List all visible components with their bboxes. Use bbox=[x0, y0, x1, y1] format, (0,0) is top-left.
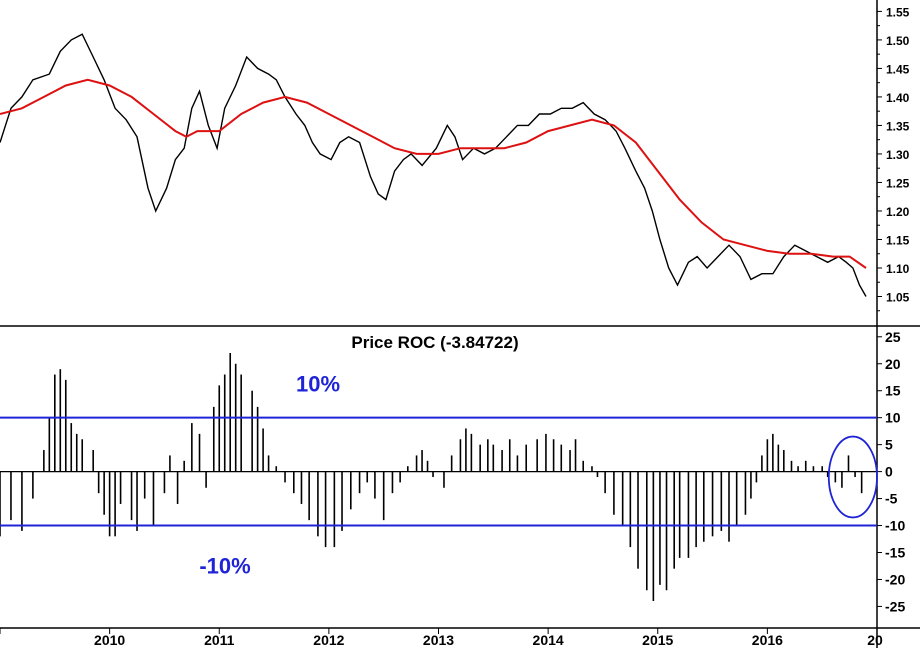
x-tick-label: 2012 bbox=[313, 632, 344, 648]
x-tick-label: 20 bbox=[867, 632, 883, 648]
x-axis: 2010 2011 2012 2013 2014 2015 2016 20 bbox=[0, 627, 920, 648]
highlight-ellipse bbox=[827, 435, 878, 519]
price-y-tick-label: 1.45 bbox=[886, 62, 910, 76]
price-y-tick-label: 1.50 bbox=[886, 34, 910, 48]
x-tick-label: 2015 bbox=[642, 632, 673, 648]
roc-y-tick-label: 15 bbox=[885, 383, 901, 399]
price-y-tick-label: 1.55 bbox=[886, 5, 910, 19]
roc-title: Price ROC (-3.84722) bbox=[351, 333, 518, 352]
price-y-tick-label: 1.10 bbox=[886, 262, 910, 276]
x-tick-label: 2011 bbox=[204, 632, 235, 648]
roc-y-tick-label: -25 bbox=[885, 598, 905, 614]
x-tick-label: 2014 bbox=[533, 632, 564, 648]
price-y-tick-label: 1.40 bbox=[886, 91, 910, 105]
roc-y-tick-label: 10 bbox=[885, 410, 901, 426]
roc-y-tick-label: 5 bbox=[885, 437, 893, 453]
roc-y-tick-label: -5 bbox=[885, 491, 898, 507]
price-y-tick-label: 1.25 bbox=[886, 176, 910, 190]
price-y-tick-label: 1.20 bbox=[886, 205, 910, 219]
price-y-tick-label: 1.15 bbox=[886, 233, 910, 247]
x-tick-label: 2016 bbox=[752, 632, 783, 648]
price-y-tick-label: 1.05 bbox=[886, 290, 910, 304]
reference-line-label: 10% bbox=[296, 372, 340, 397]
price-y-tick-label: 1.30 bbox=[886, 148, 910, 162]
price-series-line bbox=[0, 33, 867, 297]
price-y-tick-label: 1.35 bbox=[886, 119, 910, 133]
reference-line-label: -10% bbox=[199, 554, 250, 579]
roc-y-tick-label: 0 bbox=[885, 464, 893, 480]
roc-y-tick-label: 25 bbox=[885, 329, 901, 345]
roc-panel: 25 20 15 10 5 0 -5 -10 -15 -20 -25 10% -10% bbox=[0, 329, 905, 614]
x-tick-label: 2013 bbox=[423, 632, 454, 648]
x-tick-label: 2010 bbox=[94, 632, 125, 648]
roc-y-tick-label: -10 bbox=[885, 518, 905, 534]
roc-y-tick-label: 20 bbox=[885, 356, 901, 372]
moving-average-line bbox=[0, 78, 867, 269]
roc-y-tick-label: -15 bbox=[885, 545, 905, 561]
roc-y-tick-label: -20 bbox=[885, 571, 905, 587]
